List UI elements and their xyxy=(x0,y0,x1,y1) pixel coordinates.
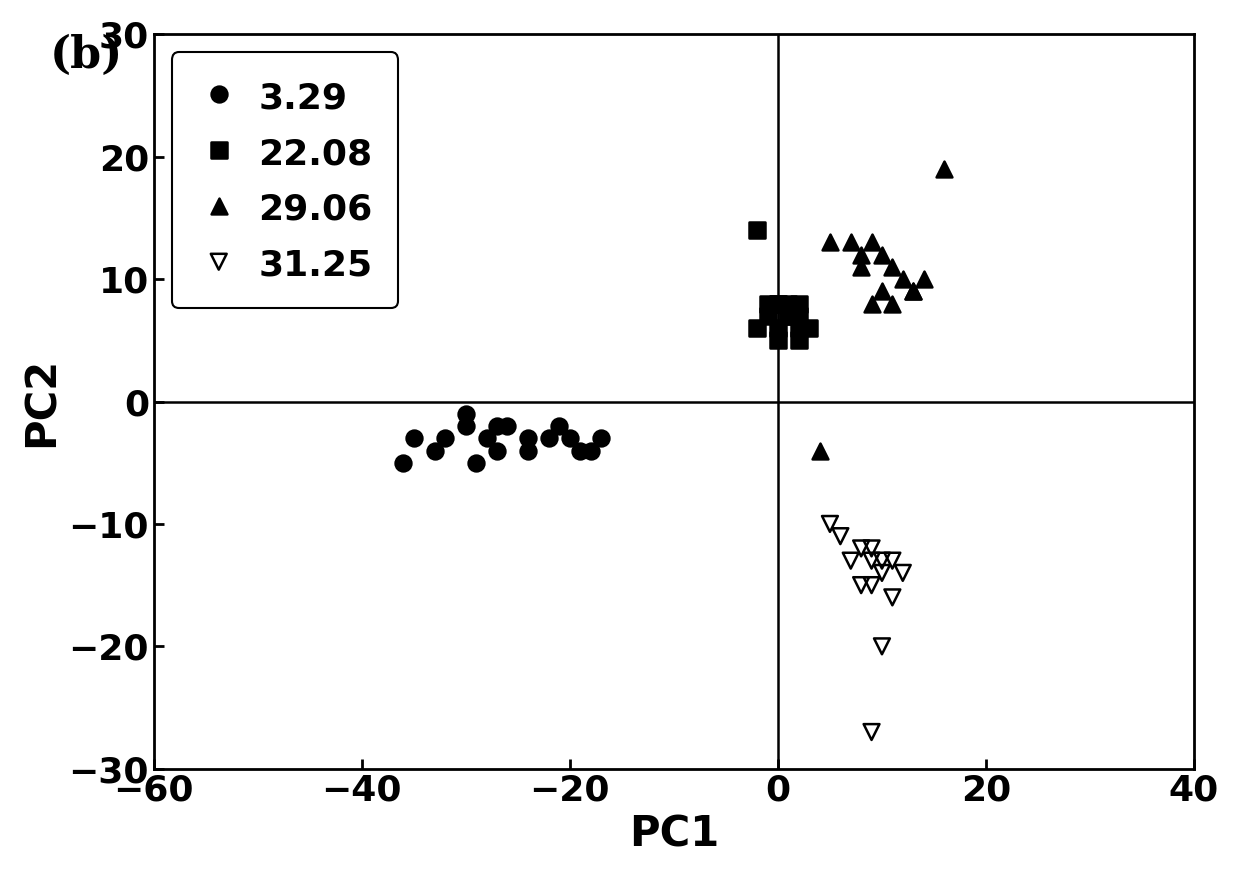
22.08 xyxy=(748,223,768,237)
22.08 xyxy=(779,297,799,311)
29.06 xyxy=(841,236,861,250)
22.08 xyxy=(800,321,820,336)
3.29 xyxy=(497,419,517,433)
31.25 xyxy=(872,639,892,653)
31.25 xyxy=(831,529,851,543)
22.08 xyxy=(789,309,808,323)
22.08 xyxy=(758,309,777,323)
29.06 xyxy=(935,162,955,176)
31.25 xyxy=(820,517,839,531)
Y-axis label: PC2: PC2 xyxy=(21,357,63,447)
3.29 xyxy=(518,431,538,445)
3.29 xyxy=(518,443,538,457)
3.29 xyxy=(456,419,476,433)
29.06 xyxy=(810,443,830,457)
3.29 xyxy=(466,456,486,470)
22.08 xyxy=(758,297,777,311)
22.08 xyxy=(768,334,787,348)
29.06 xyxy=(851,260,870,274)
22.08 xyxy=(779,309,799,323)
3.29 xyxy=(425,443,445,457)
3.29 xyxy=(591,431,611,445)
3.29 xyxy=(570,443,590,457)
3.29 xyxy=(487,443,507,457)
29.06 xyxy=(851,248,870,262)
22.08 xyxy=(779,309,799,323)
3.29 xyxy=(549,419,569,433)
31.25 xyxy=(872,554,892,568)
3.29 xyxy=(404,431,424,445)
31.25 xyxy=(862,725,882,739)
31.25 xyxy=(851,541,870,555)
29.06 xyxy=(862,236,882,250)
X-axis label: PC1: PC1 xyxy=(629,813,719,855)
29.06 xyxy=(893,272,913,286)
31.25 xyxy=(862,554,882,568)
29.06 xyxy=(862,297,882,311)
29.06 xyxy=(872,248,892,262)
29.06 xyxy=(903,285,923,299)
31.25 xyxy=(883,554,903,568)
3.29 xyxy=(476,431,496,445)
29.06 xyxy=(914,272,934,286)
22.08 xyxy=(748,321,768,336)
22.08 xyxy=(768,297,787,311)
22.08 xyxy=(789,321,808,336)
29.06 xyxy=(883,260,903,274)
29.06 xyxy=(872,285,892,299)
31.25 xyxy=(851,578,870,592)
22.08 xyxy=(789,297,808,311)
31.25 xyxy=(862,578,882,592)
22.08 xyxy=(768,297,787,311)
22.08 xyxy=(768,321,787,336)
29.06 xyxy=(820,236,839,250)
22.08 xyxy=(789,334,808,348)
3.29 xyxy=(539,431,559,445)
3.29 xyxy=(393,456,413,470)
29.06 xyxy=(883,297,903,311)
31.25 xyxy=(862,541,882,555)
3.29 xyxy=(456,406,476,420)
3.29 xyxy=(560,431,580,445)
3.29 xyxy=(435,431,455,445)
3.29 xyxy=(487,419,507,433)
31.25 xyxy=(841,554,861,568)
29.06 xyxy=(903,285,923,299)
31.25 xyxy=(883,590,903,604)
3.29 xyxy=(580,443,600,457)
31.25 xyxy=(872,566,892,580)
Legend: 3.29, 22.08, 29.06, 31.25: 3.29, 22.08, 29.06, 31.25 xyxy=(172,53,398,307)
Text: (b): (b) xyxy=(50,34,123,77)
31.25 xyxy=(893,566,913,580)
